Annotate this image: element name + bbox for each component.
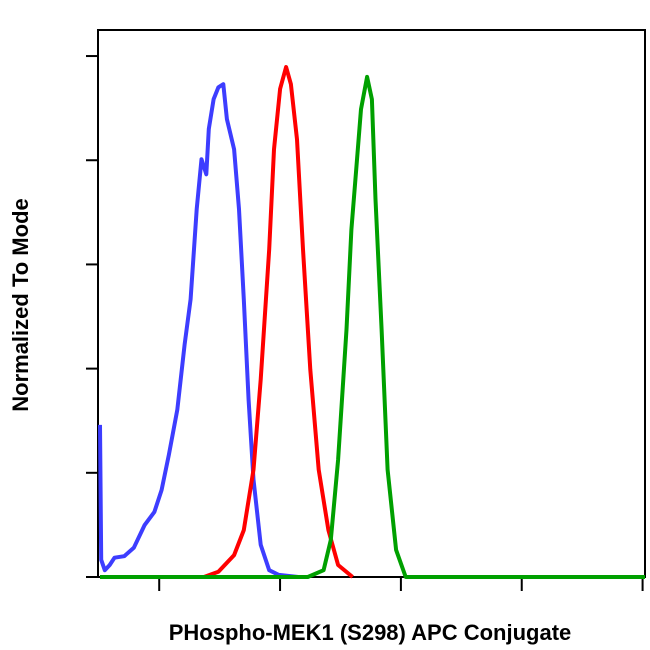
plot-frame	[97, 29, 646, 578]
y-axis-label: Normalized To Mode	[8, 198, 33, 412]
histogram-curve	[100, 74, 645, 579]
histogram-curve	[203, 65, 354, 579]
x-axis-label: PHospho-MEK1 (S298) APC Conjugate	[169, 620, 572, 645]
histogram-curve	[98, 82, 299, 579]
